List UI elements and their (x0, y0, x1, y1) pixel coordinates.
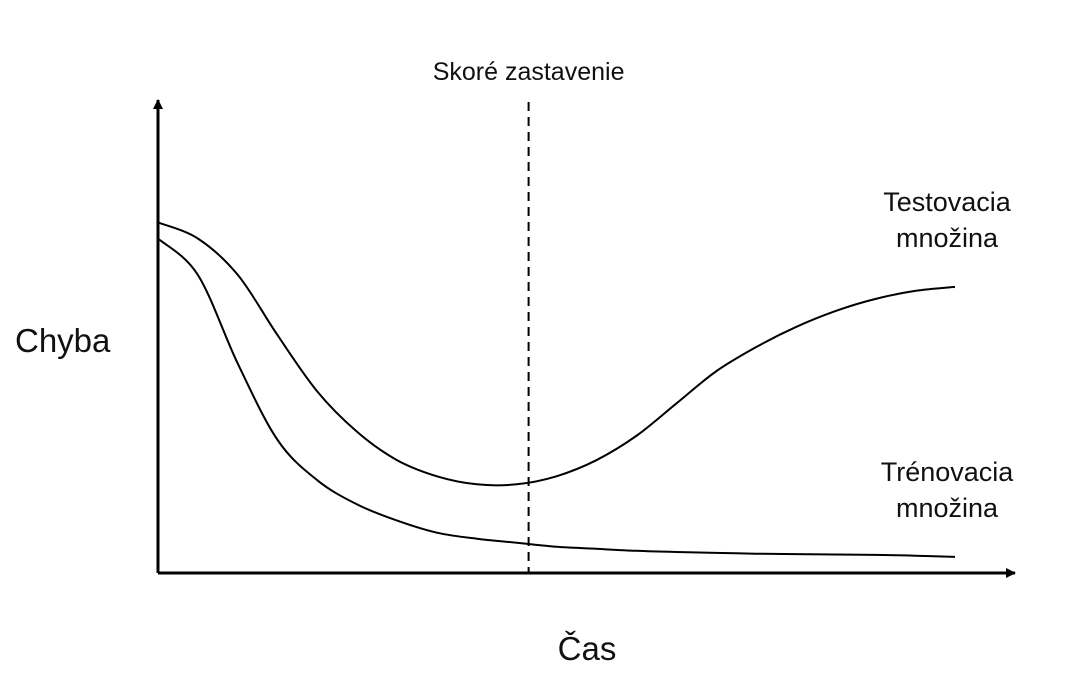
series-label-layer: Testovacia množina Trénovacia množina (881, 187, 1015, 523)
x-axis-label: Čas (558, 630, 617, 667)
early-stopping-label: Skoré zastavenie (433, 58, 625, 86)
series-label-test: Testovacia množina (883, 187, 1012, 253)
series-label-train: Trénovacia množina (881, 457, 1015, 523)
series-line-train (157, 237, 956, 558)
series-layer (157, 221, 956, 558)
series-line-test (157, 221, 956, 487)
y-axis-label: Chyba (15, 322, 111, 359)
